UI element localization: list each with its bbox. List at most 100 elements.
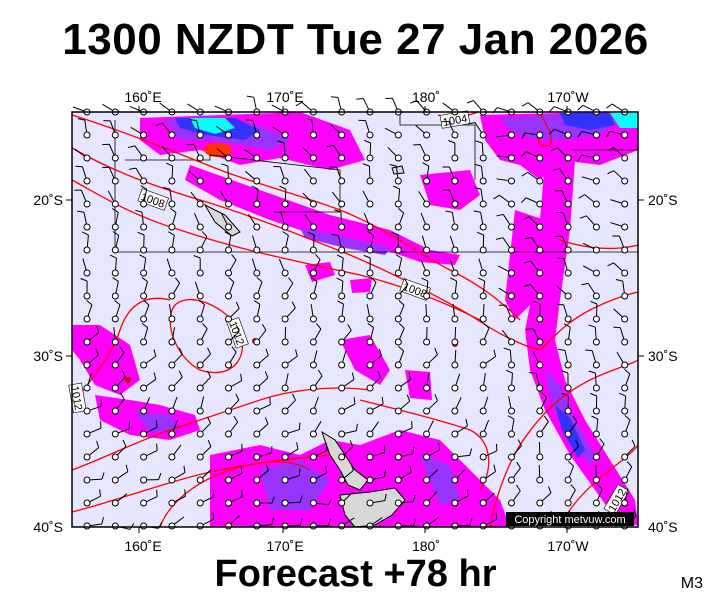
wind-barb: [305, 117, 317, 139]
wind-barb: [309, 323, 322, 346]
model-code-label: M3: [680, 575, 703, 592]
wind-barb: [561, 392, 572, 415]
pressure-centre-marker: [125, 377, 131, 383]
wind-barb: [564, 415, 578, 438]
wind-barb: [253, 446, 273, 461]
wind-barb: [554, 189, 572, 208]
wind-barb: [225, 346, 237, 369]
wind-barb: [423, 348, 438, 369]
wind-barb: [83, 399, 103, 415]
wind-barb: [155, 122, 176, 139]
wind-barb: [520, 151, 544, 162]
rain-patch: [405, 370, 432, 400]
wind-barb: [621, 368, 631, 392]
wind-barb: [394, 394, 411, 415]
wind-barb: [74, 189, 91, 208]
lat-label-40s-right: 40˚S: [648, 519, 678, 535]
wind-barb: [615, 279, 629, 300]
wind-barb: [80, 278, 91, 300]
wind-barb: [196, 323, 208, 346]
wind-barb: [451, 326, 459, 346]
wind-barb: [563, 323, 572, 346]
wind-barb: [102, 143, 119, 162]
lat-label-30s: 30˚S: [33, 348, 63, 364]
wind-barb: [479, 349, 497, 369]
wind-barb: [418, 191, 431, 208]
rain-patch: [560, 113, 615, 130]
wind-barb: [549, 128, 572, 139]
wind-barb: [309, 254, 321, 277]
wind-barb: [334, 209, 346, 231]
rain-patch: [420, 455, 460, 505]
wind-barb: [83, 489, 101, 507]
wind-barb: [476, 231, 487, 254]
wind-barb: [196, 439, 212, 461]
wind-barb: [309, 498, 333, 507]
map-frame: [71, 111, 639, 528]
wind-barb: [225, 276, 235, 300]
rain-patch: [525, 160, 638, 525]
wind-barb: [564, 460, 575, 484]
wind-barb: [366, 323, 375, 346]
wind-barb: [605, 130, 629, 139]
wind-barb: [140, 443, 158, 461]
wind-barb: [309, 369, 323, 392]
wind-barb: [295, 101, 317, 116]
wind-barb: [281, 468, 301, 484]
wind-barb: [556, 303, 572, 323]
wind-barb: [251, 258, 261, 277]
wind-barb: [557, 348, 572, 369]
wind-barb: [451, 488, 469, 507]
wind-barb: [103, 120, 119, 139]
wind-barb: [496, 177, 515, 185]
wind-barb: [555, 235, 572, 254]
copyright-box: [506, 512, 634, 526]
wind-barb: [338, 440, 354, 461]
wind-barb: [413, 143, 431, 162]
wind-barb: [536, 392, 547, 415]
wind-barb: [168, 277, 181, 300]
wind-barb: [338, 324, 352, 346]
wind-barb: [216, 125, 232, 139]
wind-barb: [196, 347, 212, 369]
wind-barb: [394, 345, 405, 369]
rain-patch: [135, 412, 180, 432]
wind-barb: [331, 233, 346, 254]
wind-barb: [394, 372, 412, 392]
wind-barb: [188, 170, 204, 185]
wind-barb: [130, 126, 148, 139]
wind-barb: [111, 231, 120, 254]
wind-barb: [473, 210, 487, 231]
wind-barb: [253, 276, 263, 300]
wind-barb: [196, 416, 212, 438]
wind-barb: [326, 144, 346, 162]
wind-barb: [304, 214, 317, 231]
wind-barb: [111, 439, 127, 461]
wind-barb: [244, 149, 261, 162]
wind-barb: [523, 260, 544, 277]
wind-barb: [168, 465, 186, 484]
wind-barb: [338, 372, 355, 392]
lat-label-40s: 40˚S: [33, 519, 63, 535]
wind-barb: [556, 257, 572, 277]
wind-barb: [394, 322, 405, 346]
wind-barb: [140, 397, 151, 415]
wind-barb: [194, 212, 204, 231]
wind-barb: [225, 393, 240, 415]
wind-barb: [338, 396, 356, 415]
wind-barb: [496, 213, 515, 231]
wind-barb: [394, 465, 412, 484]
wind-barb: [552, 168, 572, 185]
wind-barb: [394, 446, 415, 461]
wind-barb: [74, 148, 91, 162]
wind-barb: [363, 212, 374, 231]
wind-barb: [281, 349, 298, 369]
wind-barb: [366, 277, 377, 300]
wind-barb: [451, 373, 461, 392]
wind-barb: [610, 199, 629, 208]
wind-barb: [536, 486, 552, 507]
wind-barb: [588, 370, 600, 392]
wind-barb: [451, 448, 473, 461]
lat-label-20s: 20˚S: [33, 192, 63, 208]
wind-barb: [582, 242, 600, 254]
